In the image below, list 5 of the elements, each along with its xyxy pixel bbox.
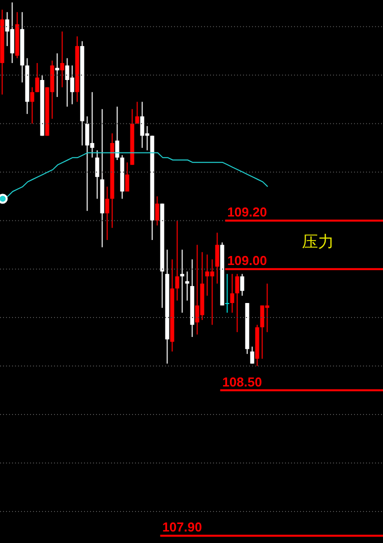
ref-line-label: 107.90 — [162, 520, 202, 535]
ref-line-label: 109.20 — [227, 204, 267, 220]
ref-line-label: 108.50 — [222, 374, 262, 390]
text: 压力 — [302, 232, 334, 253]
ref-line-label: 109.00 — [227, 253, 267, 268]
